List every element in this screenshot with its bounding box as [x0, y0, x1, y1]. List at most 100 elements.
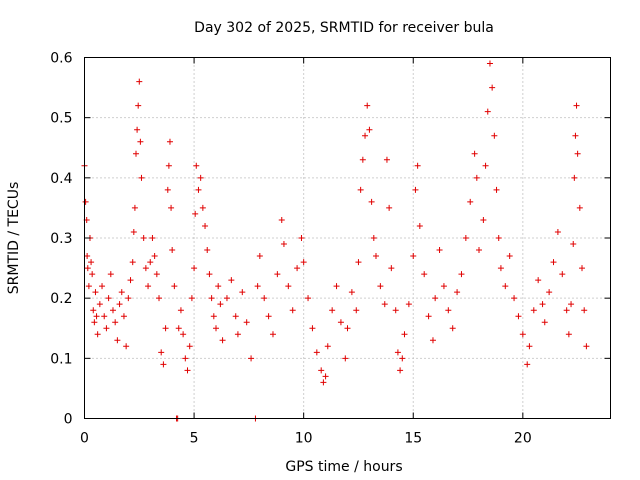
x-tick-label: 0: [80, 431, 89, 447]
y-tick-label: 0: [64, 412, 73, 428]
data-point: [130, 228, 137, 235]
data-point: [526, 343, 533, 350]
data-point: [530, 307, 537, 314]
data-point: [344, 325, 351, 332]
data-point: [193, 162, 200, 169]
x-tick-label: 20: [514, 431, 532, 447]
data-point: [120, 313, 127, 320]
data-point: [274, 271, 281, 278]
data-point: [454, 289, 461, 296]
data-point: [261, 295, 268, 302]
data-point: [269, 331, 276, 338]
data-point: [458, 271, 465, 278]
data-point: [164, 186, 171, 193]
data-point: [313, 349, 320, 356]
data-point: [123, 343, 130, 350]
data-point: [572, 132, 579, 139]
data-point: [541, 319, 548, 326]
y-tick-label: 0.4: [50, 171, 72, 187]
data-point: [298, 235, 305, 241]
data-point: [471, 150, 478, 157]
data-point: [436, 247, 443, 254]
data-point: [213, 325, 219, 332]
data-point: [188, 295, 195, 302]
data-point: [147, 259, 154, 266]
data-point: [511, 295, 518, 302]
data-point: [399, 355, 406, 362]
data-point: [217, 301, 224, 308]
data-point: [576, 204, 583, 211]
x-tick-label: 5: [190, 431, 199, 447]
data-point: [103, 325, 110, 332]
data-point: [467, 198, 474, 205]
data-point: [118, 289, 125, 296]
data-point: [491, 132, 498, 139]
data-point: [125, 295, 132, 302]
data-point: [364, 102, 371, 109]
data-point: [199, 204, 206, 211]
data-point: [94, 331, 101, 338]
data-point: [133, 150, 140, 157]
data-point: [92, 289, 99, 296]
data-point: [289, 307, 296, 314]
data-point: [232, 313, 239, 320]
data-point: [248, 355, 255, 362]
data-point: [486, 60, 493, 67]
y-tick-label: 0.3: [50, 231, 72, 247]
axis-ticks: [84, 57, 611, 419]
data-point: [134, 126, 141, 133]
data-point: [91, 319, 98, 326]
data-point: [184, 367, 191, 374]
data-point: [539, 301, 546, 308]
data-point: [563, 307, 570, 314]
data-point: [412, 186, 419, 193]
data-point: [565, 331, 572, 338]
data-point: [574, 150, 581, 157]
data-point: [243, 319, 250, 326]
data-point: [421, 271, 428, 278]
data-point: [473, 174, 480, 181]
data-point: [432, 295, 439, 302]
y-tick-label: 0.5: [50, 111, 72, 127]
y-tick-label: 0.2: [50, 291, 72, 307]
data-point: [440, 283, 447, 290]
data-point: [215, 283, 222, 290]
data-point: [156, 295, 163, 302]
data-point: [484, 108, 491, 115]
data-point: [519, 331, 526, 338]
data-point: [210, 313, 217, 320]
data-point: [353, 307, 360, 314]
data-point: [445, 307, 452, 314]
data-point: [197, 174, 204, 181]
gridlines: [84, 57, 611, 419]
chart-title: Day 302 of 2025, SRMTID for receiver bul…: [194, 20, 494, 36]
data-point: [355, 259, 362, 266]
data-point: [524, 361, 531, 368]
data-point: [89, 271, 96, 278]
data-point: [149, 235, 156, 241]
data-point: [204, 247, 211, 254]
data-point: [405, 301, 412, 308]
data-point: [368, 198, 375, 205]
y-tick-label: 0.6: [50, 51, 72, 67]
data-point: [105, 295, 112, 302]
data-point: [182, 355, 189, 362]
data-point: [116, 301, 123, 308]
data-point: [497, 265, 504, 272]
data-point: [234, 331, 241, 338]
data-point: [506, 253, 513, 260]
data-point: [425, 313, 432, 320]
data-point: [88, 259, 95, 266]
data-point: [169, 247, 176, 254]
data-point: [145, 283, 152, 290]
x-axis-label: GPS time / hours: [285, 459, 402, 475]
data-point: [254, 283, 261, 290]
data-point: [337, 319, 344, 326]
data-point: [175, 325, 182, 332]
data-point: [320, 379, 327, 386]
data-point: [160, 361, 167, 368]
data-point: [324, 343, 331, 350]
data-point: [571, 174, 578, 181]
data-point: [300, 259, 307, 266]
data-point: [429, 337, 436, 344]
